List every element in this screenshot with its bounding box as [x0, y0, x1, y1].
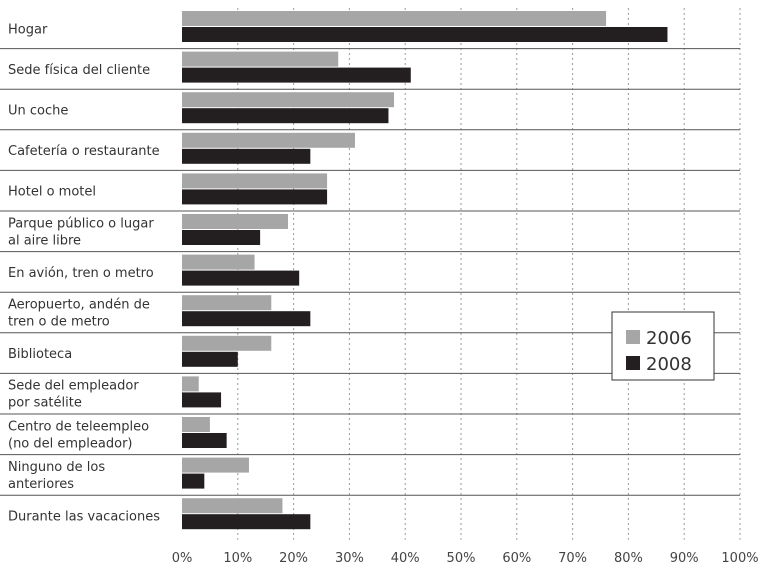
bar-2006 [182, 173, 328, 189]
x-tick-label: 50% [447, 551, 476, 566]
x-tick-label: 60% [502, 551, 531, 566]
bars [182, 11, 668, 530]
x-tick-label: 70% [558, 551, 587, 566]
bar-2006 [182, 417, 210, 432]
bar-2008 [182, 473, 205, 489]
category-label: Aeropuerto, andén de tren o de metro [8, 298, 150, 330]
category-label: Hotel o motel [8, 185, 96, 200]
bar-2006 [182, 335, 272, 351]
x-axis-ticks: 0% 10% 20% 30% 40% 50% 60% 70% 80% 90% 100% [172, 551, 759, 566]
x-tick-label: 0% [172, 551, 193, 566]
gridlines [237, 8, 741, 540]
category-label: Cafetería o restaurante [8, 144, 160, 159]
bar-2008 [182, 270, 300, 286]
bar-2006 [182, 254, 255, 270]
bar-2006 [182, 376, 199, 392]
category-label: En avión, tren o metro [8, 266, 154, 281]
bar-2006 [182, 132, 355, 148]
bar-2008 [182, 67, 411, 83]
category-label: Un coche [8, 104, 68, 119]
bar-2006 [182, 11, 607, 26]
legend-label-2006: 2006 [646, 328, 692, 349]
legend-swatch-2006 [626, 330, 640, 344]
bar-2006 [182, 92, 395, 108]
category-label: Biblioteca [8, 347, 72, 362]
bar-2008 [182, 311, 311, 327]
x-tick-label: 20% [279, 551, 308, 566]
category-labels: Hogar Sede física del cliente Un coche Cafe… [8, 22, 160, 524]
x-tick-label: 90% [670, 551, 699, 566]
category-label: Sede del empleador por satélite [8, 379, 139, 411]
bar-2008 [182, 148, 311, 164]
bar-2008 [182, 189, 328, 205]
legend-swatch-2008 [626, 356, 640, 370]
bar-2008 [182, 230, 261, 245]
category-label: Hogar [8, 22, 48, 37]
bar-2008 [182, 108, 389, 124]
x-tick-label: 30% [335, 551, 364, 566]
bar-2006 [182, 295, 272, 311]
bar-2008 [182, 27, 668, 42]
x-tick-label: 100% [721, 551, 758, 566]
category-label: Sede física del cliente [8, 63, 150, 78]
x-tick-label: 80% [614, 551, 643, 566]
legend: 2006 2008 [611, 311, 715, 381]
bar-2008 [182, 392, 222, 408]
x-tick-label: 10% [223, 551, 252, 566]
x-tick-label: 40% [391, 551, 420, 566]
bar-2006 [182, 498, 283, 514]
category-label: Parque público o lugar al aire libre [8, 216, 154, 248]
bar-2006 [182, 457, 249, 473]
bar-2006 [182, 51, 339, 67]
bar-2006 [182, 214, 289, 229]
category-label: Ninguno de los anteriores [8, 460, 105, 492]
category-label: Centro de teleempleo (no del empleador) [8, 419, 149, 451]
bar-2008 [182, 351, 238, 367]
category-label: Durante las vacaciones [8, 510, 160, 525]
bar-2008 [182, 514, 311, 530]
legend-label-2008: 2008 [646, 354, 692, 375]
bar-2008 [182, 433, 227, 448]
